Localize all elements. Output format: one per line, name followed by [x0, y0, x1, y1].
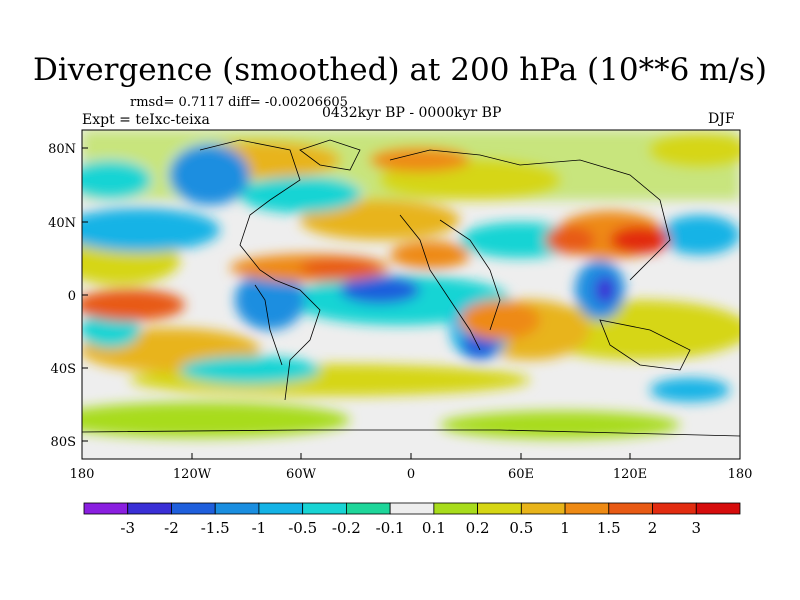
x-tick-label: 120W [173, 467, 212, 482]
colorbar-label: -0.5 [288, 519, 317, 537]
colorbar-label: -1 [252, 519, 267, 537]
colorbar-swatch [564, 502, 610, 515]
season-label: DJF [708, 111, 735, 127]
colorbar: -3 -2 -1.5 -1 -0.5 -0.2 -0.1 0.1 0.2 0.5 1 1.5 2 3 [83, 502, 741, 537]
colorbar-swatch [214, 502, 260, 515]
axis-ticks [81, 147, 741, 459]
x-axis: 180 120W 60W 0 60E 120E 180 [70, 467, 753, 482]
colorbar-swatch [127, 502, 172, 515]
y-tick-label: 80S [51, 435, 76, 450]
experiment-label: Expt = teIxc-teixa [82, 112, 210, 128]
x-tick-label: 180 [728, 467, 753, 482]
colorbar-swatch [520, 502, 566, 515]
colorbar-label: 0.5 [509, 519, 533, 537]
colorbar-label: 1 [560, 519, 570, 537]
colorbar-swatch [302, 502, 347, 515]
colorbar-swatch [171, 502, 216, 515]
x-tick-label: 0 [407, 467, 415, 482]
colorbar-swatch [652, 502, 697, 515]
coastlines [82, 139, 740, 437]
x-tick-label: 60W [286, 467, 317, 482]
colorbar-label: 3 [691, 519, 701, 537]
colorbar-label: -2 [164, 519, 179, 537]
x-tick-label: 60E [508, 467, 534, 482]
y-tick-label: 80N [48, 142, 76, 157]
y-tick-label: 0 [68, 289, 76, 304]
colorbar-swatch [477, 502, 522, 515]
map-panel [82, 130, 740, 459]
colorbar-label: 0.2 [466, 519, 490, 537]
colorbar-label: 2 [648, 519, 658, 537]
colorbar-label: -0.2 [332, 519, 361, 537]
colorbar-label: -0.1 [376, 519, 405, 537]
x-tick-label: 120E [613, 467, 647, 482]
colorbar-swatch [258, 502, 304, 515]
y-tick-label: 40S [51, 362, 76, 377]
colorbar-swatch [345, 502, 391, 515]
colorbar-label: 0.1 [422, 519, 446, 537]
colorbar-swatch [389, 502, 435, 515]
colorbar-label: -3 [120, 519, 135, 537]
y-tick-label: 40N [48, 216, 76, 231]
colorbar-swatch [608, 502, 653, 515]
rmsd-diff-stats: rmsd= 0.7117 diff= -0.00206605 [130, 95, 348, 110]
period-label: 0432kyr BP - 0000kyr BP [322, 105, 502, 121]
colorbar-swatch [83, 502, 129, 515]
colorbar-swatch [433, 502, 479, 515]
x-tick-label: 180 [70, 467, 95, 482]
colorbar-swatch [695, 502, 741, 515]
colorbar-label: -1.5 [201, 519, 230, 537]
map-title: Divergence (smoothed) at 200 hPa (10**6 … [33, 52, 767, 88]
y-axis: 80N 40N 0 40S 80S [48, 142, 76, 450]
colorbar-label: 1.5 [597, 519, 621, 537]
